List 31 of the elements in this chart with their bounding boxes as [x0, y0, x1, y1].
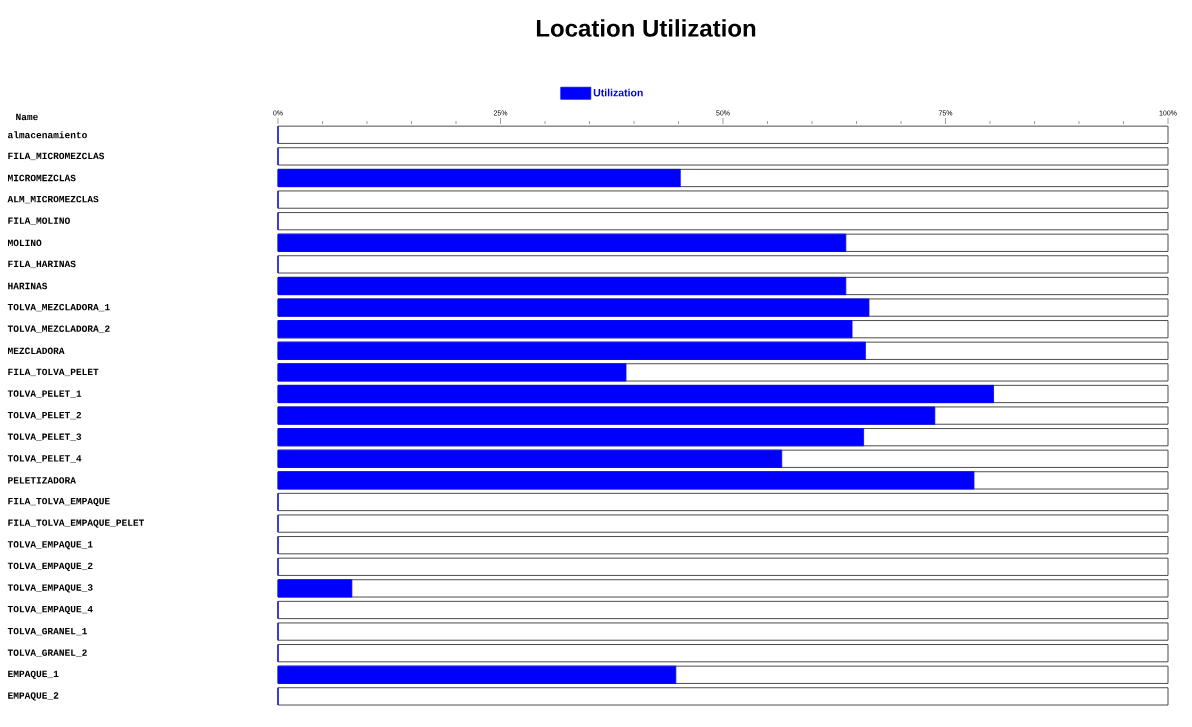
- y-tick-label: ALM_MICROMEZCLAS: [7, 195, 99, 204]
- chart-title: Location Utilization: [536, 19, 756, 37]
- y-tick-label: TOLVA_PELET_2: [7, 411, 82, 420]
- y-tick-label: MOLINO: [7, 239, 42, 247]
- y-tick-label: TOLVA_EMPAQUE_2: [7, 562, 93, 571]
- y-tick-label: TOLVA_MEZCLADORA_1: [7, 303, 110, 312]
- y-tick-label: HARINAS: [8, 282, 48, 290]
- y-tick-label: almacenamiento: [8, 131, 87, 139]
- y-tick-label: TOLVA_PELET_4: [7, 455, 82, 463]
- y-tick-label: TOLVA_GRANEL_2: [7, 649, 87, 657]
- y-tick-label: EMPAQUE_1: [8, 670, 59, 679]
- y-tick-label: TOLVA_PELET_3: [7, 433, 82, 441]
- y-tick-label: FILA_MOLINO: [8, 217, 70, 225]
- y-tick-label: TOLVA_EMPAQUE_3: [7, 584, 93, 593]
- legend-label: Utilization: [593, 88, 643, 97]
- y-tick-label: TOLVA_PELET_1: [7, 390, 82, 398]
- y-tick-label: MICROMEZCLAS: [7, 174, 76, 182]
- y-tick-label: PELETIZADORA: [8, 477, 76, 484]
- y-tick-label: TOLVA_EMPAQUE_1: [7, 541, 93, 550]
- y-tick-label: FILA_TOLVA_PELET: [8, 368, 99, 377]
- y-tick-label: TOLVA_EMPAQUE_4: [7, 605, 93, 615]
- y-tick-label: TOLVA_MEZCLADORA_2: [7, 325, 110, 333]
- y-tick-label: MEZCLADORA: [7, 347, 65, 355]
- y-tick-label: EMPAQUE_2: [8, 692, 59, 701]
- text: Name: [16, 113, 38, 121]
- y-tick-label: FILA_TOLVA_EMPAQUE_PELET: [8, 519, 145, 528]
- y-tick-label: FILA_HARINAS: [8, 260, 76, 269]
- y-tick-label: FILA_TOLVA_EMPAQUE: [8, 497, 110, 507]
- bar: [277, 579, 353, 598]
- y-tick-label: TOLVA_GRANEL_1: [7, 627, 87, 636]
- y-tick-label: FILA_MICROMEZCLAS: [8, 152, 105, 161]
